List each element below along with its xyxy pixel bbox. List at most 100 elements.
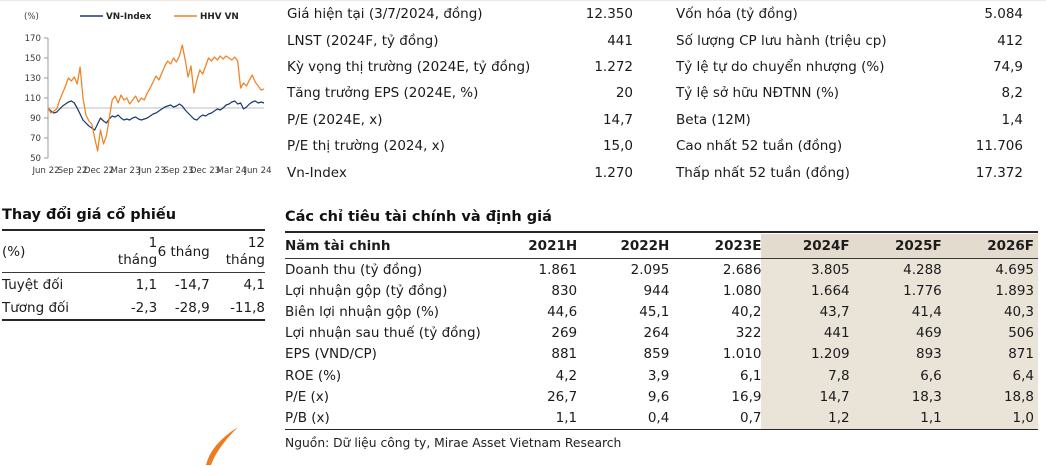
fin-value: 1,2 <box>761 407 854 429</box>
stat-row: Cao nhất 52 tuần (đồng) 11.706 <box>676 133 1023 159</box>
fin-row-label: P/B (x) <box>285 409 330 426</box>
y-tick-label: 170 <box>25 34 41 44</box>
fin-col-header: Năm tài chinh <box>285 234 485 259</box>
fin-value: 9,6 <box>647 388 670 405</box>
stat-value: 412 <box>997 32 1023 49</box>
stat-value: 17.372 <box>975 164 1023 181</box>
financials-section: Các chỉ tiêu tài chính và định giá Năm t… <box>285 208 1038 450</box>
fin-value: 7,8 <box>761 364 854 387</box>
fin-value: 1.861 <box>538 261 578 278</box>
stat-value: 1.272 <box>594 58 633 75</box>
stat-label: Tăng trưởng EPS (2024E, %) <box>287 85 479 102</box>
fin-value: 43,7 <box>761 301 854 323</box>
financials-row: Biên lợi nhuận gộp (%) 44,6 45,1 40,2 43,7 41… <box>285 301 1038 323</box>
financials-row: Lợi nhuận sau thuế (tỷ đồng) 269 264 322 441… <box>285 322 1038 344</box>
fin-row-label: Biên lợi nhuận gộp (%) <box>285 303 440 320</box>
x-tick-label: Jun 22 <box>31 166 59 176</box>
x-tick-label: Dec 22 <box>84 166 114 176</box>
fin-row-label: P/E (x) <box>285 388 330 405</box>
stat-row: Beta (12M) 1,4 <box>676 107 1023 133</box>
fin-col-header: 2026F <box>945 234 1038 259</box>
stat-label: Số lượng CP lưu hành (triệu cp) <box>676 32 887 49</box>
fin-value: 0,7 <box>739 409 762 426</box>
price-change-value: -2,3 <box>130 299 158 316</box>
stat-label: Beta (12M) <box>676 111 751 128</box>
fin-value: 269 <box>551 325 578 342</box>
y-tick-label: 130 <box>25 74 41 84</box>
stat-value: 14,7 <box>602 111 633 128</box>
financials-row: Doanh thu (tỷ đồng) 1.861 2.095 2.686 3.805 4… <box>285 258 1038 281</box>
fin-value: 1,1 <box>555 409 578 426</box>
stat-value: 8,2 <box>1001 85 1023 102</box>
x-tick-label: Dec 23 <box>190 166 220 176</box>
fin-col-header: 2021H <box>485 234 578 259</box>
fin-row-label: ROE (%) <box>285 367 342 384</box>
price-change-value: -11,8 <box>230 299 265 316</box>
price-col-header: 12 tháng <box>209 232 265 273</box>
relative-price-chart-block: (%) VN-Index HHV VN 170 150 130 110 90 70 50 Ju… <box>0 2 280 202</box>
price-row-label: Tương đối <box>2 299 70 316</box>
stat-label: Kỳ vọng thị trường (2024E, tỷ đồng) <box>287 58 531 75</box>
price-change-value: -28,9 <box>174 299 210 316</box>
fin-value: 1.893 <box>945 280 1038 302</box>
x-tick-label: Sep 23 <box>164 166 194 176</box>
fin-col-header: 2022H <box>577 234 670 259</box>
financials-row: P/B (x) 1,1 0,4 0,7 1,2 1,1 1,0 <box>285 407 1038 429</box>
legend-label-hhv: HHV VN <box>200 12 239 22</box>
fin-value: 2.095 <box>630 261 670 278</box>
stat-value: 11.706 <box>975 138 1023 155</box>
fin-value: 441 <box>761 322 854 344</box>
fin-value: 1.010 <box>722 346 762 363</box>
fin-value: 14,7 <box>761 386 854 408</box>
stat-value: 5.084 <box>984 6 1023 23</box>
source-note: Nguồn: Dữ liệu công ty, Mirae Asset Viet… <box>285 435 622 450</box>
fin-value: 1,0 <box>945 407 1038 429</box>
price-change-title: Thay đổi giá cổ phiếu <box>2 206 265 231</box>
stat-row: Vn-Index 1.270 <box>287 159 633 185</box>
stat-row: Thấp nhất 52 tuần (đồng) 17.372 <box>676 159 1023 185</box>
key-stats-table-right: Vốn hóa (tỷ đồng) 5.084 Số lượng CP lưu hà… <box>676 1 1023 186</box>
fin-row-label: Doanh thu (tỷ đồng) <box>285 261 423 278</box>
financials-row: ROE (%) 4,2 3,9 6,1 7,8 6,6 6,4 <box>285 364 1038 387</box>
fin-value: 1.664 <box>761 280 854 302</box>
fin-value: 1.080 <box>722 282 762 299</box>
stat-value: 441 <box>607 32 633 49</box>
x-tick-label: Mar 23 <box>111 166 141 176</box>
legend-label-vnindex: VN-Index <box>106 12 152 22</box>
stat-row: Vốn hóa (tỷ đồng) 5.084 <box>676 1 1023 27</box>
stat-value: 1,4 <box>1001 111 1023 128</box>
financials-table: Năm tài chinh 2021H 2022H 2023E 2024F 2025F 20… <box>285 234 1038 430</box>
series-line-VN-Index <box>47 100 265 131</box>
price-change-header-row: (%) 1 tháng 6 tháng 12 tháng <box>2 232 265 273</box>
financials-row: EPS (VND/CP) 881 859 1.010 1.209 893 871 <box>285 343 1038 365</box>
fin-value: 322 <box>735 325 762 342</box>
fin-value: 18,8 <box>945 386 1038 408</box>
price-col-header: (%) <box>2 232 108 273</box>
y-tick-label: 150 <box>25 54 41 64</box>
fin-value: 1.209 <box>761 343 854 365</box>
stat-label: P/E thị trường (2024, x) <box>287 138 445 155</box>
financials-row: Lợi nhuận gộp (tỷ đồng) 830 944 1.080 1.664 1… <box>285 280 1038 302</box>
fin-value: 506 <box>945 322 1038 344</box>
fin-value: 469 <box>853 322 946 344</box>
stat-label: Tỷ lệ tự do chuyển nhượng (%) <box>676 58 885 75</box>
fin-value: 1,1 <box>853 407 946 429</box>
fin-value: 264 <box>643 325 670 342</box>
fin-value: 41,4 <box>853 301 946 323</box>
price-col-header: 1 tháng <box>107 232 158 273</box>
fin-value: 6,1 <box>739 367 762 384</box>
financials-header-row: Năm tài chinh 2021H 2022H 2023E 2024F 2025F 20… <box>285 234 1038 259</box>
stat-label: Tỷ lệ sở hữu NĐTNN (%) <box>676 85 840 102</box>
price-change-value: 1,1 <box>135 276 158 293</box>
stat-label: Giá hiện tại (3/7/2024, đồng) <box>287 6 483 23</box>
fin-row-label: Lợi nhuận sau thuế (tỷ đồng) <box>285 325 481 342</box>
fin-col-header: 2024F <box>761 234 854 259</box>
financials-title: Các chỉ tiêu tài chính và định giá <box>285 208 1038 233</box>
stat-value: 20 <box>615 85 633 102</box>
y-tick-label: 110 <box>25 94 41 104</box>
top-divider <box>0 0 1046 1</box>
fin-value: 26,7 <box>547 388 578 405</box>
stat-value: 12.350 <box>585 6 633 23</box>
